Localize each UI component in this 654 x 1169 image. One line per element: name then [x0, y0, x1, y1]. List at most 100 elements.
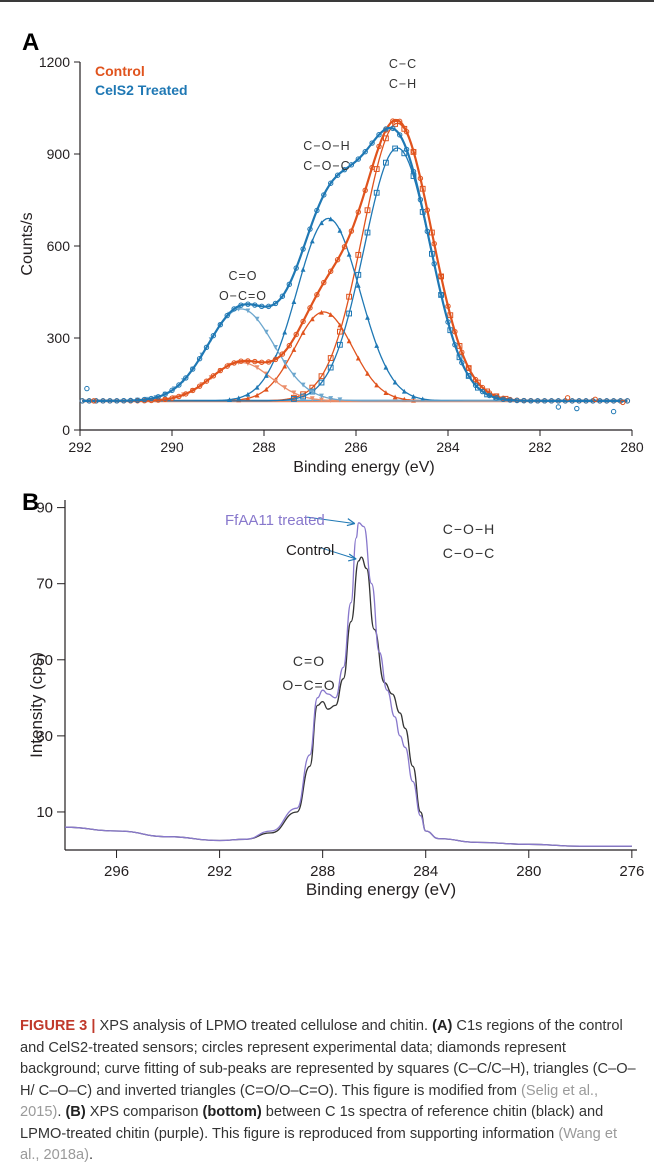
peak-label-coh-b: C−O−H — [443, 521, 495, 537]
data-point — [224, 312, 230, 319]
data-point — [217, 367, 224, 374]
x-tick-label-b: 280 — [516, 863, 541, 880]
data-point — [272, 300, 279, 307]
data-point — [134, 397, 141, 403]
component-marker — [263, 373, 269, 378]
caption-reference-wang[interactable]: (Wang et al., 2018a) — [20, 1125, 617, 1164]
data-point — [466, 373, 472, 379]
component-marker — [364, 229, 371, 236]
data-point — [176, 393, 182, 400]
legend-control: Control — [95, 63, 145, 79]
peak-label-cc: C−C — [389, 57, 417, 71]
x-axis-label-b: Binding energy (eV) — [306, 880, 456, 899]
data-point — [424, 207, 430, 213]
data-point — [397, 132, 403, 138]
data-point — [486, 392, 493, 399]
component-marker — [227, 397, 232, 403]
data-point — [265, 359, 272, 365]
caption-figure-label: FIGURE 3 | — [20, 1018, 96, 1034]
chart-panel-a: A 292 290 288 286 284 282 280 0 300 600 900 1200 Bi… — [19, 29, 644, 476]
data-point — [238, 302, 244, 308]
data-point — [555, 398, 562, 404]
caption-reference-selig[interactable]: (Selig et al., 2015) — [20, 1082, 599, 1121]
component-marker — [291, 372, 297, 378]
data-point — [341, 166, 348, 173]
data-point — [569, 398, 575, 404]
noise-point — [610, 408, 617, 415]
data-point — [162, 391, 168, 397]
component-marker — [355, 282, 361, 288]
data-point — [362, 149, 368, 155]
data-point — [307, 305, 313, 311]
y-tick-label-b: 90 — [36, 500, 53, 517]
peak-label-coh: C−O−H — [303, 139, 350, 153]
x-tick-label-b: 284 — [413, 863, 438, 880]
component-marker — [309, 316, 315, 322]
component-marker — [401, 150, 408, 157]
component-line — [82, 311, 628, 402]
x-tick-label-b: 288 — [310, 863, 335, 880]
noise-point — [555, 404, 562, 410]
arrow-control — [319, 547, 357, 560]
data-point — [472, 376, 479, 383]
component-triangle-1 — [82, 216, 628, 403]
component-marker — [420, 396, 426, 402]
data-point — [79, 398, 86, 404]
data-point — [514, 397, 520, 404]
data-point — [314, 292, 320, 298]
data-point — [162, 396, 168, 403]
data-point — [293, 331, 299, 338]
component-marker — [254, 365, 260, 371]
component-marker — [383, 135, 389, 142]
x-tick-label-a: 284 — [436, 439, 460, 455]
component-marker — [319, 397, 324, 403]
component-marker — [245, 395, 251, 401]
data-point — [376, 132, 382, 138]
data-point — [459, 359, 465, 366]
peak-label-oco-b: O−C=O — [282, 677, 335, 693]
data-point — [252, 358, 258, 365]
component-marker — [383, 364, 389, 370]
data-point — [341, 244, 348, 250]
peak-label-co: C=O — [228, 269, 257, 283]
component-marker — [374, 382, 380, 388]
caption-mid: . — [57, 1104, 66, 1120]
component-marker — [291, 347, 297, 352]
component-marker — [273, 378, 278, 384]
peak-label-co-b: C=O — [293, 653, 325, 669]
data-point — [445, 303, 451, 309]
data-point — [176, 382, 182, 388]
data-point — [410, 148, 417, 155]
data-point — [493, 395, 499, 401]
data-point — [155, 394, 161, 400]
data-point — [259, 359, 265, 365]
data-point — [459, 349, 465, 355]
data-point — [169, 395, 175, 401]
data-point — [245, 301, 251, 307]
arrow-ffaa11 — [307, 516, 355, 525]
component-marker — [263, 329, 269, 335]
data-point — [321, 192, 327, 198]
component-marker — [245, 391, 251, 397]
component-marker — [328, 312, 334, 317]
component-marker — [327, 355, 334, 361]
component-marker — [328, 396, 334, 401]
data-point — [217, 322, 224, 328]
component-triangle-0 — [82, 309, 628, 403]
data-point — [610, 398, 617, 404]
data-point — [403, 146, 410, 153]
component-marker — [383, 390, 389, 395]
data-point — [203, 344, 210, 350]
component-marker — [355, 251, 362, 258]
data-point — [507, 397, 513, 403]
data-point — [624, 398, 631, 404]
y-tick-label-a: 600 — [47, 238, 71, 254]
chart-panel-b: B 296 292 288 284 280 276 10 30 50 70 90 Binding e… — [22, 489, 644, 899]
component-marker — [309, 238, 315, 244]
component-marker — [337, 397, 343, 403]
data-point — [466, 365, 472, 371]
data-point — [383, 126, 389, 132]
component-marker — [346, 251, 352, 257]
data-point — [121, 397, 127, 404]
data-point — [100, 398, 106, 404]
